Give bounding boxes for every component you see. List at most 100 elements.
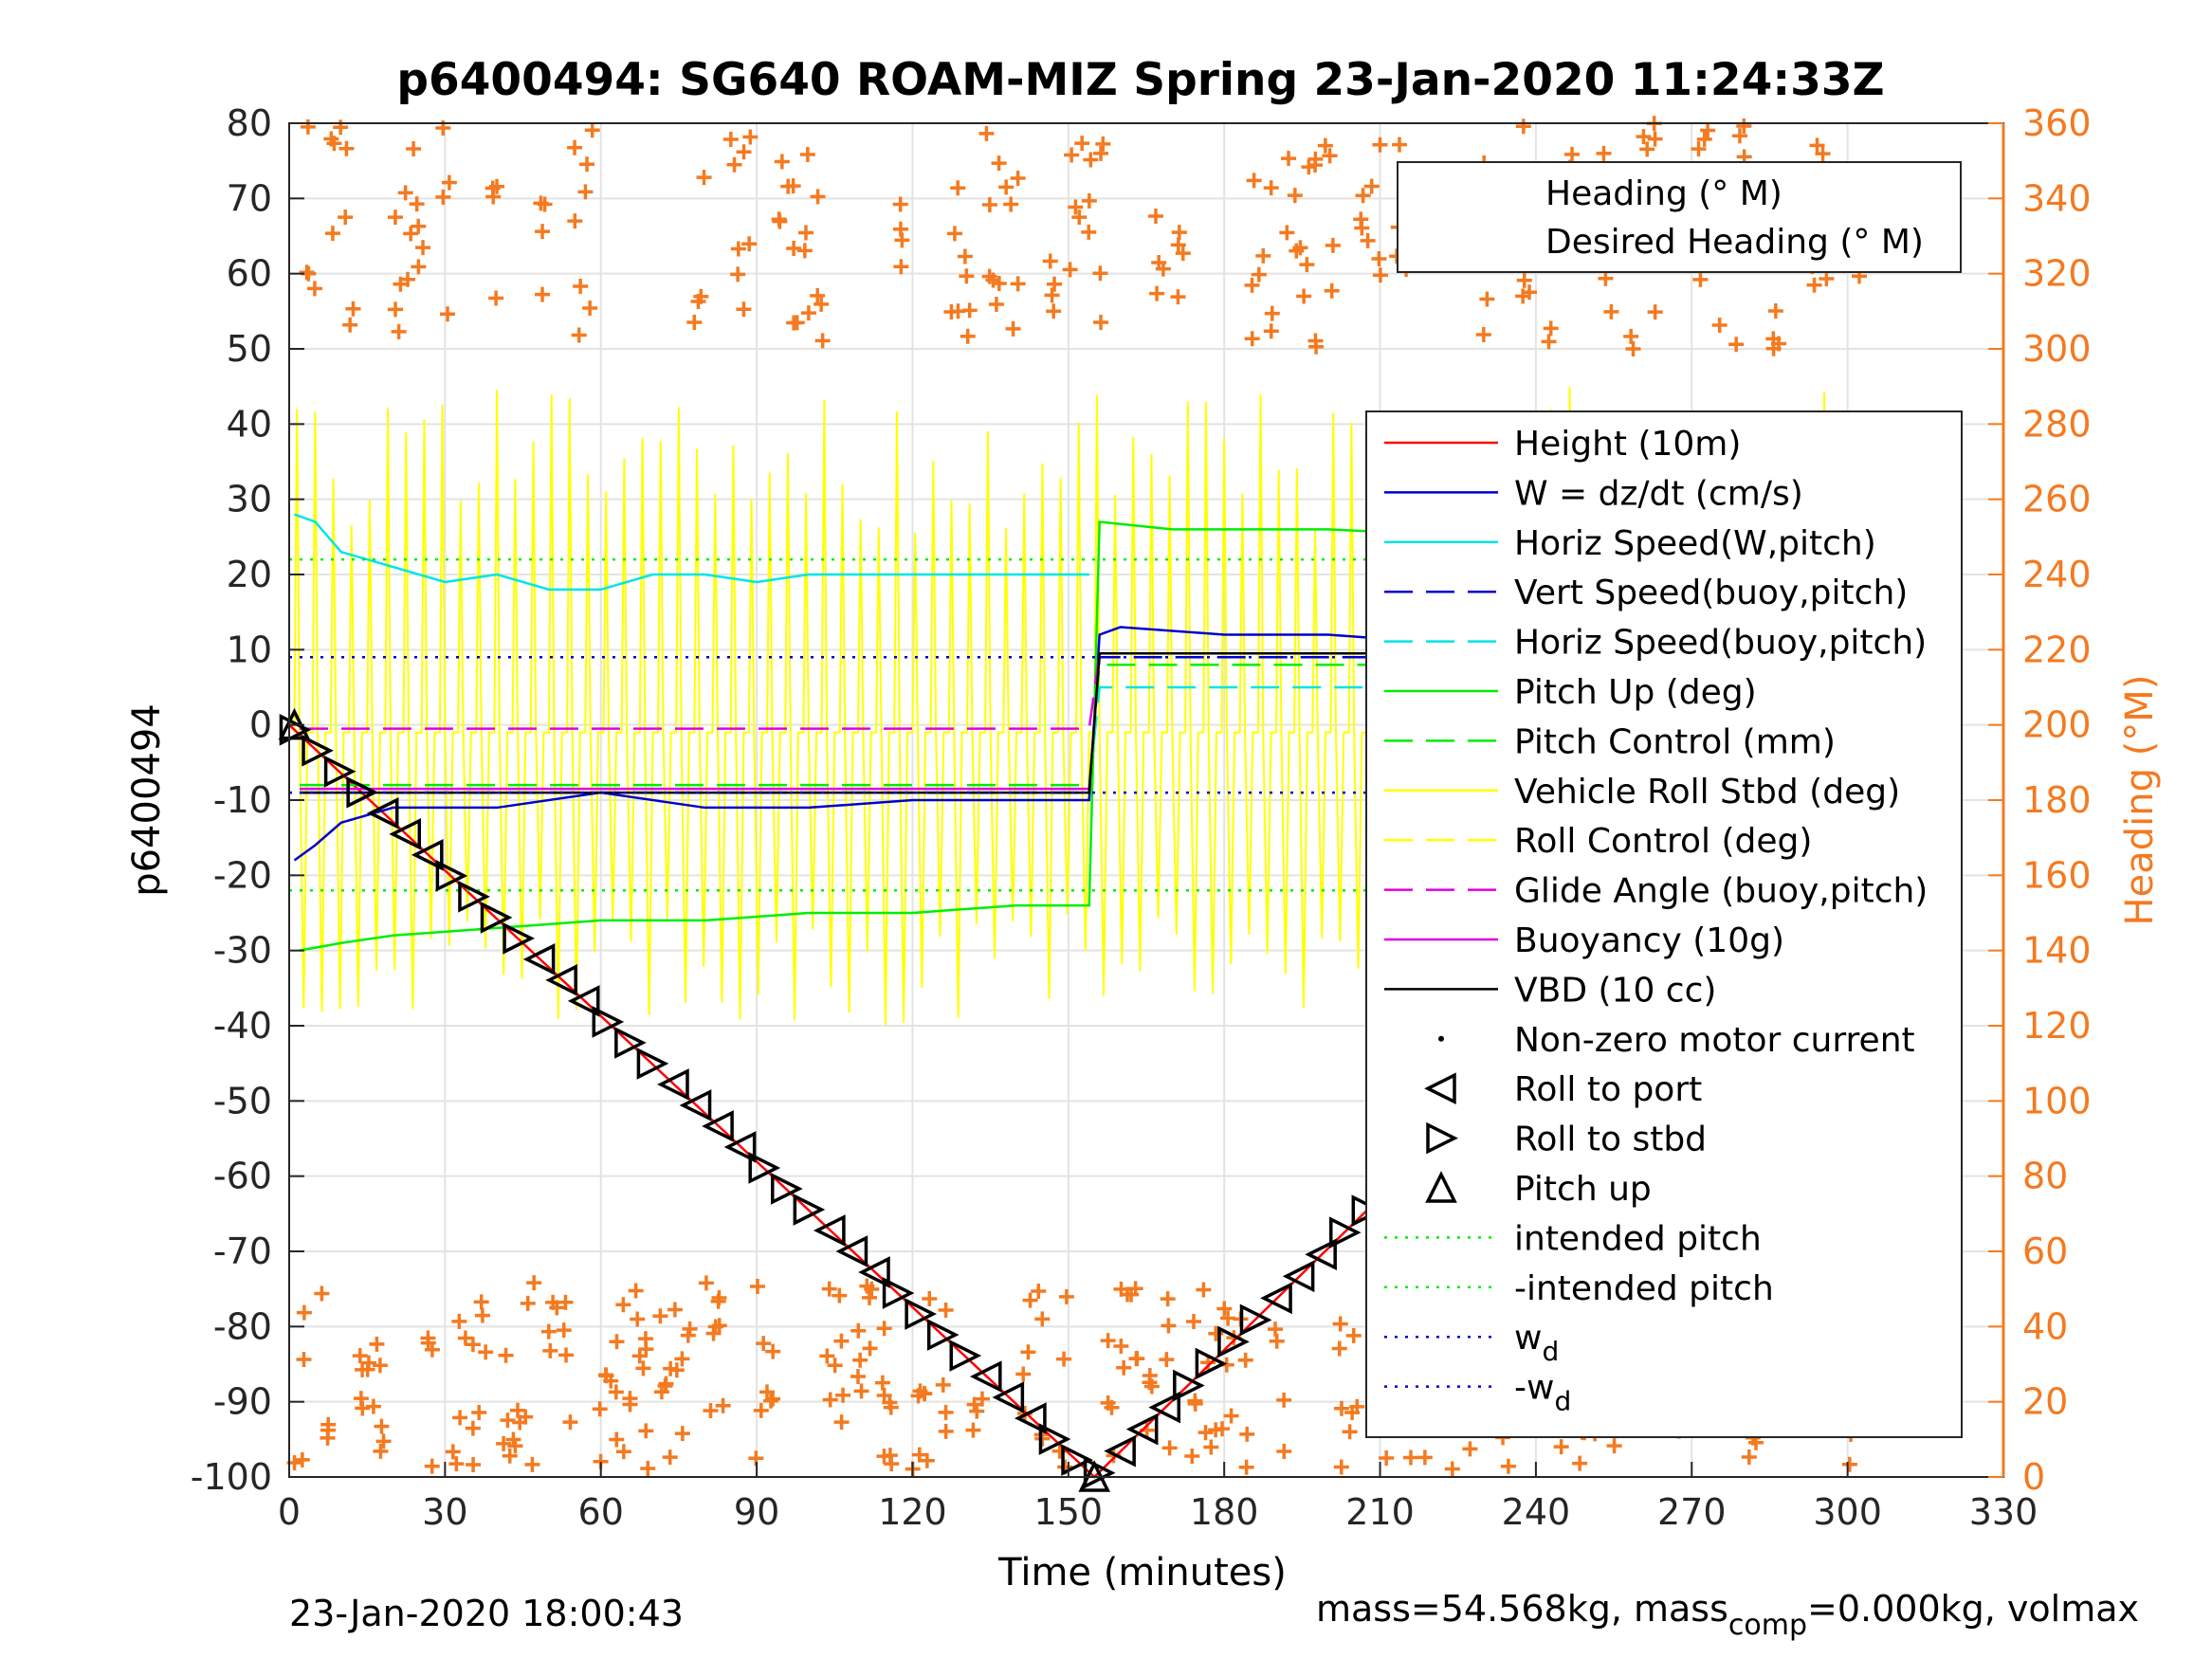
heading-point <box>753 1402 769 1418</box>
heading-point <box>1521 284 1537 301</box>
heading-point <box>567 213 583 229</box>
heading-point <box>615 1297 631 1313</box>
heading-point <box>489 178 505 194</box>
footer-mass: mass=54.568kg, masscomp=0.000kg, volmax <box>1316 1588 2139 1642</box>
heading-point <box>1553 1439 1569 1455</box>
motor-marker <box>748 1152 781 1184</box>
heading-point <box>1269 1333 1285 1349</box>
heading-point <box>919 1452 935 1468</box>
heading-point <box>1244 277 1260 293</box>
heading-point <box>584 122 600 138</box>
heading-point <box>300 118 316 135</box>
heading-point <box>1342 1424 1358 1440</box>
heading-point <box>1603 303 1619 319</box>
heading-point <box>1062 262 1078 278</box>
heading-point <box>1093 315 1109 331</box>
heading-point <box>765 1343 781 1359</box>
motor-marker <box>592 1006 625 1038</box>
y-right-tick-label: 260 <box>2022 479 2092 520</box>
heading-point <box>1606 1438 1622 1454</box>
heading-point <box>736 301 752 318</box>
heading-point <box>526 1275 542 1291</box>
heading-point <box>1003 196 1019 212</box>
heading-point <box>1276 1444 1292 1460</box>
heading-point <box>1047 276 1063 292</box>
y-right-tick-label: 320 <box>2022 253 2092 295</box>
heading-point <box>502 1448 518 1464</box>
heading-point <box>573 279 589 295</box>
legend-label: Vert Speed(buoy,pitch) <box>1514 574 1908 612</box>
y-left-tick-label: 80 <box>227 102 272 144</box>
heading-point <box>478 1344 494 1360</box>
heading-point <box>1279 225 1295 241</box>
heading-point <box>1417 1449 1433 1466</box>
footer-timestamp: 23-Jan-2020 18:00:43 <box>289 1593 684 1634</box>
x-tick-label: 60 <box>578 1491 624 1533</box>
legend-label: Glide Angle (buoy,pitch) <box>1514 872 1928 911</box>
heading-point <box>1299 257 1315 273</box>
heading-point <box>862 1340 878 1357</box>
x-axis-label: Time (minutes) <box>997 1551 1287 1595</box>
x-tick-label: 240 <box>1502 1491 1571 1533</box>
heading-point <box>1116 1359 1132 1376</box>
legend-label: VBD (10 cc) <box>1514 971 1716 1010</box>
y-right-tick-label: 280 <box>2022 403 2092 445</box>
heading-point <box>294 1451 310 1468</box>
heading-point <box>635 1360 651 1376</box>
heading-point <box>861 1289 877 1305</box>
heading-point <box>1124 1286 1140 1303</box>
heading-point <box>406 140 422 156</box>
heading-point <box>1113 1281 1129 1297</box>
heading-point <box>1187 1393 1203 1409</box>
motor-marker <box>1038 1423 1071 1455</box>
heading-point <box>959 268 975 284</box>
heading-point <box>957 248 973 264</box>
heading-point <box>465 1337 481 1353</box>
motor-marker <box>882 1277 915 1309</box>
heading-point <box>698 1275 714 1291</box>
y-left-tick-label: -70 <box>213 1231 272 1272</box>
heading-point <box>299 264 315 281</box>
legend-marker-swatch <box>1426 1121 1458 1155</box>
y-left-tick-label: 70 <box>227 177 272 219</box>
motor-marker <box>771 1173 803 1205</box>
heading-point <box>603 1373 619 1389</box>
heading-point <box>1806 277 1822 293</box>
series-line <box>299 652 1864 730</box>
heading-point <box>1767 303 1783 319</box>
footer-mass-tail: =0.000kg, volmax <box>1807 1588 2139 1630</box>
x-tick-label: 120 <box>878 1491 947 1533</box>
heading-point <box>1333 1459 1349 1475</box>
heading-point <box>424 1458 440 1474</box>
heading-point <box>1161 1440 1178 1456</box>
heading-point <box>403 226 419 242</box>
heading-point <box>365 1398 381 1414</box>
heading-point <box>1196 1282 1212 1298</box>
motor-marker <box>1328 1216 1362 1249</box>
motor-marker <box>1148 1391 1181 1424</box>
x-tick-label: 180 <box>1190 1491 1259 1533</box>
heading-point <box>1564 146 1581 162</box>
heading-point <box>387 210 403 226</box>
main-legend: Height (10m) W = dz/dt (cm/s) Horiz Speed(… <box>1365 410 1963 1438</box>
heading-point <box>558 1294 574 1310</box>
heading-point <box>1074 136 1090 152</box>
legend-label: Height (10m) <box>1514 425 1741 464</box>
x-tick-label: 270 <box>1657 1491 1727 1533</box>
heading-point <box>1081 224 1097 240</box>
heading-point <box>562 1414 578 1431</box>
heading-point <box>1475 326 1491 342</box>
heading-point <box>320 1416 337 1432</box>
legend-label: Roll to stbd <box>1514 1121 1707 1159</box>
legend-label: Buoyancy (10g) <box>1514 921 1784 960</box>
heading-point <box>1354 220 1370 236</box>
y-right-tick-label: 60 <box>2022 1231 2068 1272</box>
y-axis-label-right: Heading (°M) <box>2118 675 2162 926</box>
heading-point <box>1208 1422 1224 1438</box>
footer-mass-main: mass=54.568kg, mass <box>1316 1588 1728 1630</box>
heading-point <box>938 1302 954 1318</box>
heading-point <box>577 184 594 200</box>
motor-marker <box>1282 1260 1315 1293</box>
x-tick-label: 0 <box>278 1491 301 1533</box>
motor-marker <box>679 1089 712 1121</box>
